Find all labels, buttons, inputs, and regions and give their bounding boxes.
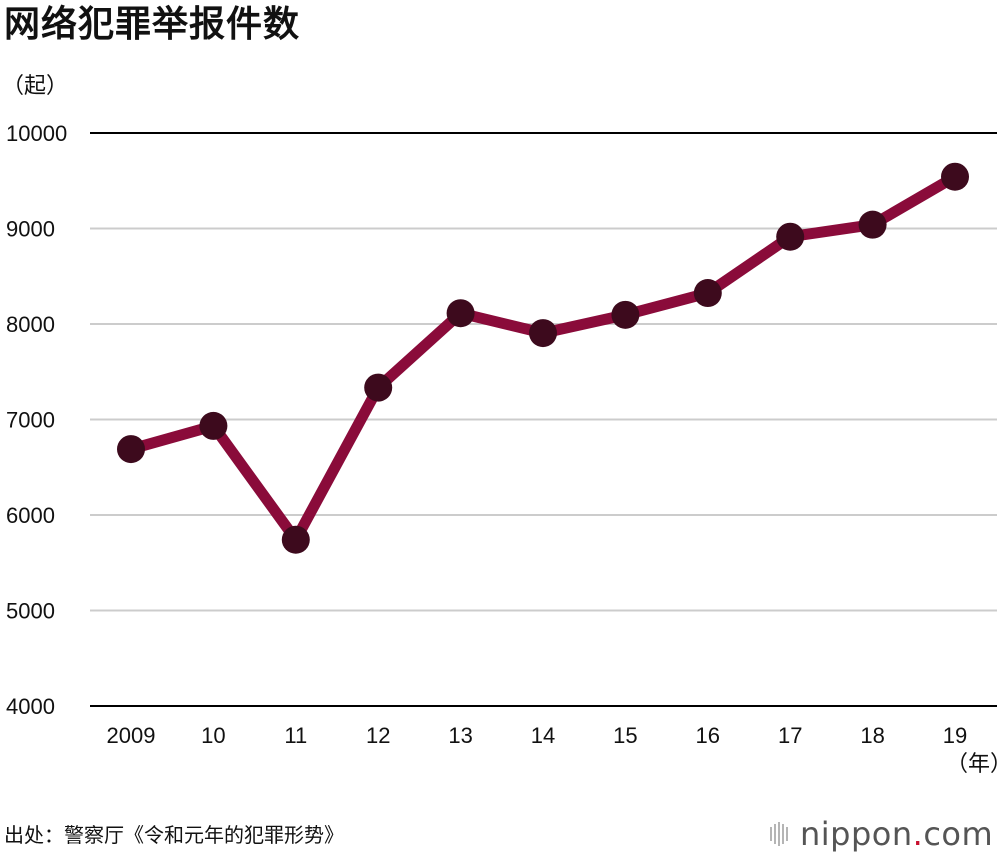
x-tick-label: 14: [531, 723, 555, 748]
y-tick-label: 4000: [6, 694, 55, 719]
x-tick-label: 17: [778, 723, 802, 748]
x-tick-label: 2009: [107, 723, 156, 748]
logo-name: nippon: [800, 815, 913, 853]
data-markers: [117, 162, 969, 554]
x-tick-label: 16: [696, 723, 720, 748]
logo-bars-icon: [770, 822, 790, 846]
x-tick-label: 19: [943, 723, 967, 748]
y-tick-label: 6000: [6, 503, 55, 528]
y-tick-label: 9000: [6, 217, 55, 242]
data-point: [858, 210, 887, 239]
logo-dot: .: [912, 815, 924, 853]
y-tick-label: 7000: [6, 408, 55, 433]
x-tick-label: 13: [448, 723, 472, 748]
y-tick-label: 5000: [6, 599, 55, 624]
x-tick-label: 10: [201, 723, 225, 748]
chart-title: 网络犯罪举报件数: [4, 4, 301, 45]
data-point: [941, 162, 969, 191]
data-point: [776, 222, 805, 251]
x-tick-label: 18: [860, 723, 884, 748]
data-point: [611, 300, 640, 329]
series-line: [125, 171, 961, 546]
x-tick-label: 15: [613, 723, 637, 748]
y-axis-ticks: 10000 9000 8000 7000 6000 5000 4000: [6, 121, 67, 719]
nippon-logo: nippon.com: [770, 812, 993, 856]
x-tick-label: 11: [284, 723, 307, 748]
data-point: [281, 525, 310, 554]
data-point: [199, 411, 228, 440]
data-line: [125, 171, 961, 546]
data-point: [693, 279, 722, 308]
source-note: 出处：警察厅《令和元年的犯罪形势》: [4, 823, 344, 847]
x-axis-ticks: 2009 10 11 12 13 14 15 16 17 18 19: [107, 723, 968, 748]
data-point: [529, 319, 557, 348]
y-tick-label: 10000: [6, 121, 67, 146]
y-axis-unit-label: （起）: [2, 74, 69, 99]
logo-text: nippon.com: [800, 815, 993, 853]
x-tick-label: 12: [366, 723, 390, 748]
data-point: [446, 299, 475, 328]
data-point: [117, 435, 145, 464]
y-tick-label: 8000: [6, 312, 55, 337]
data-point: [364, 373, 393, 402]
x-axis-unit-label: （年）: [946, 752, 1000, 777]
logo-tld: com: [923, 815, 994, 853]
